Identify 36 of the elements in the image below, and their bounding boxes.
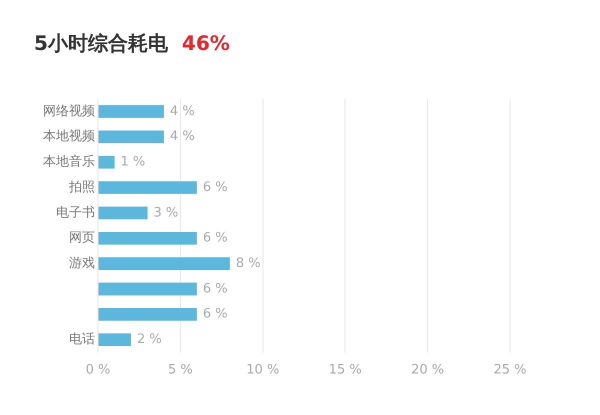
y-tick-label: 电话 bbox=[69, 332, 95, 348]
x-tick-label: 10 % bbox=[246, 362, 280, 378]
y-tick-label: 本地音乐 bbox=[43, 154, 95, 170]
x-tick-label: 0 % bbox=[86, 362, 110, 378]
data-label: 6 % bbox=[202, 230, 228, 246]
chart-subtitle: 46% bbox=[182, 31, 230, 55]
bar bbox=[98, 232, 197, 245]
x-tick-label: 15 % bbox=[328, 362, 362, 378]
data-label: 6 % bbox=[202, 281, 228, 296]
bar bbox=[98, 257, 230, 270]
chart-title: 5小时综合耗电 bbox=[34, 31, 168, 55]
y-tick-label: 游戏 bbox=[69, 256, 95, 272]
bar bbox=[98, 206, 148, 220]
x-tick-label: 20 % bbox=[411, 362, 444, 378]
data-label: 2 % bbox=[136, 332, 162, 348]
bar bbox=[98, 333, 131, 346]
bar bbox=[98, 308, 197, 321]
x-tick-label: 25 % bbox=[493, 362, 527, 378]
data-label: 4 % bbox=[170, 104, 195, 119]
x-tick-label: 5 % bbox=[168, 362, 193, 378]
bar bbox=[98, 130, 164, 144]
bar bbox=[98, 282, 197, 296]
y-tick-label: 拍照 bbox=[68, 180, 95, 195]
y-tick-label: 网络视频 bbox=[43, 104, 95, 119]
data-label: 4 % bbox=[170, 129, 195, 144]
bar bbox=[98, 105, 164, 118]
y-tick-label: 网页 bbox=[69, 230, 95, 246]
bar bbox=[98, 156, 114, 169]
y-tick-label: 电子书 bbox=[56, 205, 95, 220]
data-label: 6 % bbox=[202, 306, 228, 322]
data-label: 3 % bbox=[153, 205, 178, 220]
data-label: 8 % bbox=[236, 256, 261, 272]
bar bbox=[98, 181, 197, 194]
y-tick-label: 本地视频 bbox=[43, 129, 95, 144]
data-label: 1 % bbox=[120, 154, 146, 170]
data-label: 6 % bbox=[202, 180, 228, 195]
